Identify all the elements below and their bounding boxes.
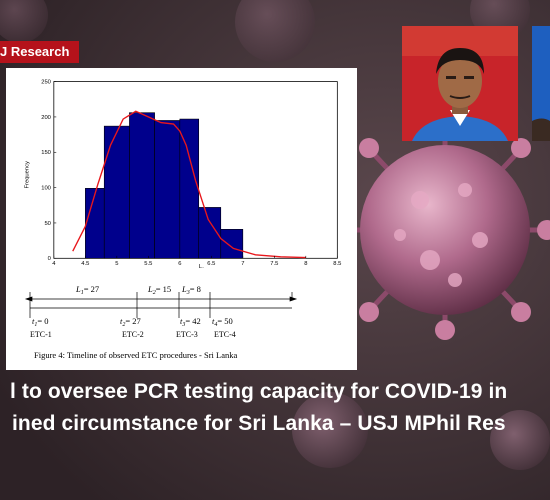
y-axis-ticks: 0 50 100 150 200 250 — [41, 80, 57, 262]
etc-1-label: ETC-1 — [30, 330, 52, 339]
point-t4: t4= 50 — [212, 316, 233, 328]
category-tag-label: J Research — [0, 44, 70, 59]
person-avatar-icon — [532, 26, 550, 141]
histogram-chart: 4 4.5 5 5.5 6 6.5 7 7.5 8 8.5 0 50 100 150 200 250 Fre… — [25, 80, 342, 268]
histogram-bar-3 — [129, 112, 155, 259]
x-tick-label: 4 — [52, 261, 56, 267]
x-axis-label: Le — [199, 264, 204, 268]
etc-4-label: ETC-4 — [214, 330, 236, 339]
y-axis-label: Frequency — [25, 161, 31, 189]
x-tick-label: 6.5 — [207, 261, 215, 267]
researcher-photo-1[interactable] — [402, 26, 518, 141]
figure-panel: 4 4.5 5 5.5 6 6.5 7 7.5 8 8.5 0 50 100 150 200 250 Fre… — [6, 68, 357, 370]
x-tick-label: 5 — [115, 261, 118, 267]
figure-caption: Figure 4: Timeline of observed ETC proce… — [34, 350, 237, 360]
segment-l2: L2= 15 — [147, 284, 171, 296]
point-t1: t1= 0 — [32, 316, 49, 328]
y-tick-label: 50 — [44, 221, 50, 227]
etc-2-label: ETC-2 — [122, 330, 144, 339]
histogram-bar-5 — [179, 118, 200, 259]
etc-timeline: L1= 27 L2= 15 L3= 8 t1= 0 t2= 27 t3= 42 … — [24, 284, 298, 360]
x-tick-label: 8 — [304, 261, 307, 267]
histogram-bars — [85, 112, 244, 259]
histogram-bar-1 — [85, 188, 105, 259]
x-tick-label: 7.5 — [270, 261, 278, 267]
point-t3: t3= 42 — [180, 316, 201, 328]
histogram-bar-7 — [220, 229, 244, 259]
x-tick-label: 8.5 — [333, 261, 341, 267]
x-tick-label: 6 — [178, 261, 181, 267]
point-t2: t2= 27 — [120, 316, 141, 328]
x-tick-label: 4.5 — [81, 261, 89, 267]
y-tick-label: 200 — [41, 115, 51, 121]
y-tick-label: 0 — [48, 256, 51, 262]
y-tick-label: 100 — [41, 186, 51, 192]
small-virus-lower — [292, 392, 550, 470]
density-curve — [72, 110, 306, 259]
category-tag[interactable]: J Research — [0, 41, 80, 63]
segment-l3: L3= 8 — [181, 284, 201, 296]
y-tick-label: 150 — [41, 150, 51, 156]
researcher-photo-2[interactable] — [532, 26, 550, 141]
histogram-bar-2 — [103, 125, 130, 259]
headline-line-2[interactable]: ined circumstance for Sri Lanka – USJ MP… — [12, 412, 506, 435]
x-axis-ticks: 4 4.5 5 5.5 6 6.5 7 7.5 8 8.5 — [52, 255, 341, 267]
etc-3-label: ETC-3 — [176, 330, 198, 339]
x-tick-label: 7 — [241, 261, 244, 267]
histogram-bar-4 — [154, 120, 181, 259]
headline-line-1[interactable]: l to oversee PCR testing capacity for CO… — [10, 380, 508, 403]
y-tick-label: 250 — [41, 80, 51, 86]
person-avatar-icon — [402, 26, 518, 141]
x-tick-label: 5.5 — [144, 261, 152, 267]
segment-l1: L1= 27 — [75, 284, 99, 296]
main-virus-icon — [333, 120, 550, 340]
